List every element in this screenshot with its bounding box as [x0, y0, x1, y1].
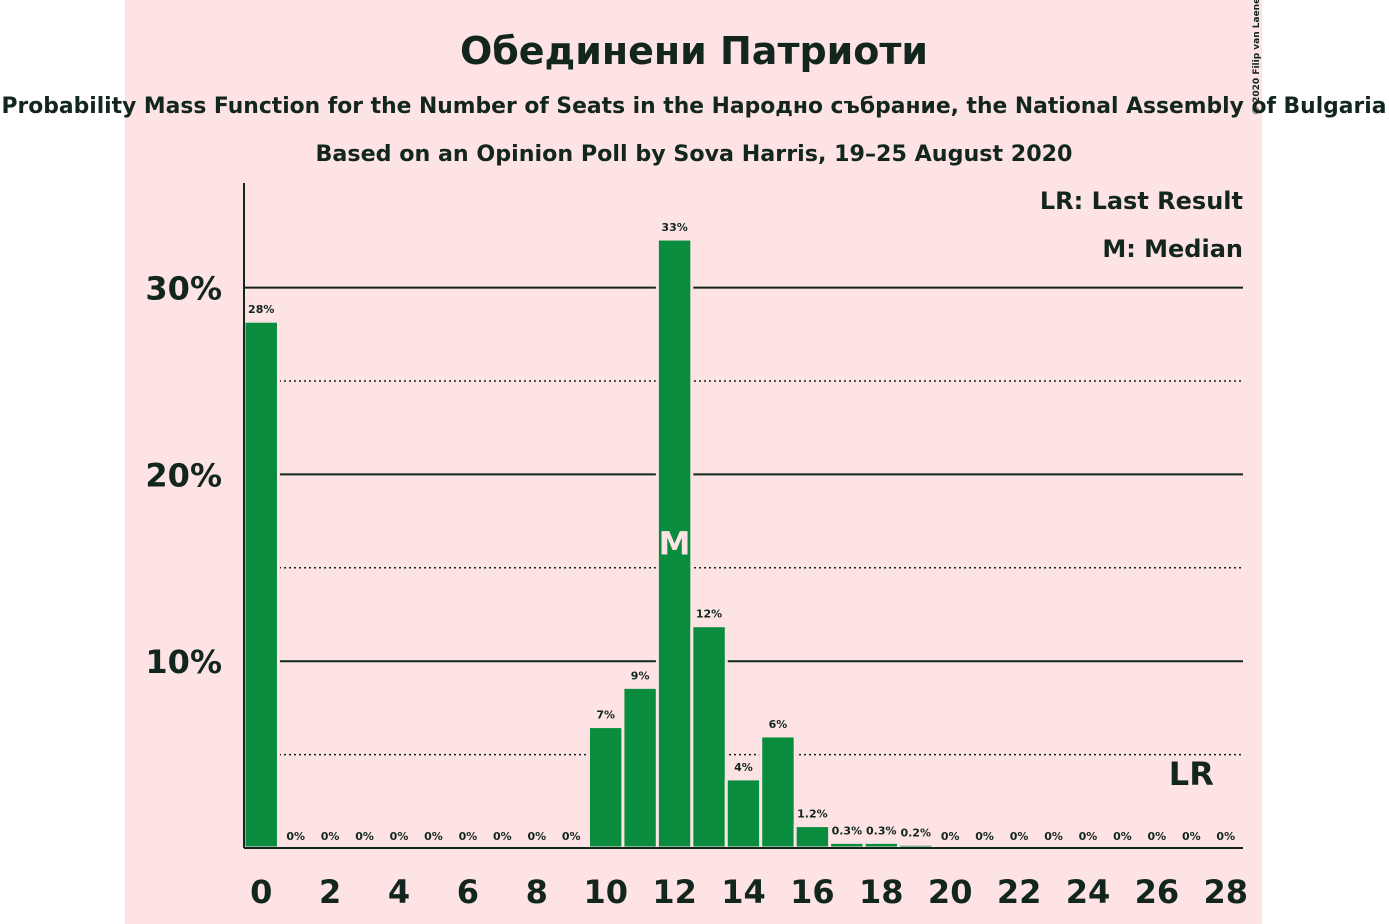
value-label: 0% [286, 830, 305, 843]
x-tick-label: 20 [928, 873, 973, 911]
bar [586, 725, 625, 850]
x-tick-label: 26 [1135, 873, 1180, 911]
x-tick-label: 18 [859, 873, 904, 911]
chart-subtitle: Probability Mass Function for the Number… [2, 94, 1387, 119]
bar [759, 734, 797, 850]
x-tick-label: 2 [319, 873, 341, 911]
x-tick-label: 4 [388, 873, 410, 911]
chart-caption: Based on an Opinion Poll by Sova Harris,… [316, 142, 1073, 167]
value-label: 0% [562, 830, 581, 843]
y-tick-label: 30% [145, 270, 222, 308]
value-label: 0% [390, 830, 409, 843]
x-tick-label: 0 [250, 873, 272, 911]
value-label: 0.3% [832, 824, 863, 837]
legend-entry: M: Median [1102, 235, 1243, 263]
median-marker: M [659, 525, 691, 563]
value-label: 33% [661, 221, 687, 234]
value-label: 0% [1216, 830, 1235, 843]
bar [621, 685, 659, 850]
x-tick-label: 8 [526, 873, 548, 911]
bar [242, 319, 280, 850]
chart-title: Обединени Патриоти [460, 29, 928, 73]
x-tick-label: 28 [1204, 873, 1249, 911]
bar [724, 777, 763, 850]
value-label: 7% [596, 709, 615, 722]
value-label: 0% [1113, 830, 1132, 843]
x-tick-label: 10 [583, 873, 628, 911]
value-label: 0% [1182, 830, 1201, 843]
value-label: 0% [941, 830, 960, 843]
x-tick-label: 12 [652, 873, 697, 911]
x-tick-label: 24 [1066, 873, 1111, 911]
value-label: 0% [1044, 830, 1063, 843]
value-label: 0% [459, 830, 478, 843]
value-label: 0% [1010, 830, 1029, 843]
value-label: 0% [1079, 830, 1098, 843]
value-label: 0% [493, 830, 512, 843]
y-tick-label: 20% [145, 456, 222, 494]
last-result-marker: LR [1169, 755, 1214, 793]
value-label: 0% [355, 830, 374, 843]
value-label: 0% [527, 830, 546, 843]
legend-entry: LR: Last Result [1040, 187, 1243, 215]
x-tick-label: 14 [721, 873, 766, 911]
value-label: 6% [769, 718, 788, 731]
value-label: 0.3% [866, 824, 897, 837]
value-label: 28% [248, 303, 274, 316]
x-tick-label: 16 [790, 873, 835, 911]
x-tick-label: 6 [457, 873, 479, 911]
value-label: 4% [734, 761, 753, 774]
bar [793, 824, 832, 850]
value-label: 1.2% [797, 808, 828, 821]
value-label: 0.2% [900, 826, 931, 839]
value-label: 0% [975, 830, 994, 843]
value-label: 12% [696, 608, 722, 621]
x-tick-label: 22 [997, 873, 1042, 911]
y-tick-label: 10% [145, 643, 222, 681]
copyright: © 2020 Filip van Laenen [1252, 0, 1262, 115]
bar [690, 624, 728, 850]
value-label: 0% [1148, 830, 1167, 843]
value-label: 9% [631, 669, 650, 682]
value-label: 0% [321, 830, 340, 843]
value-label: 0% [424, 830, 443, 843]
